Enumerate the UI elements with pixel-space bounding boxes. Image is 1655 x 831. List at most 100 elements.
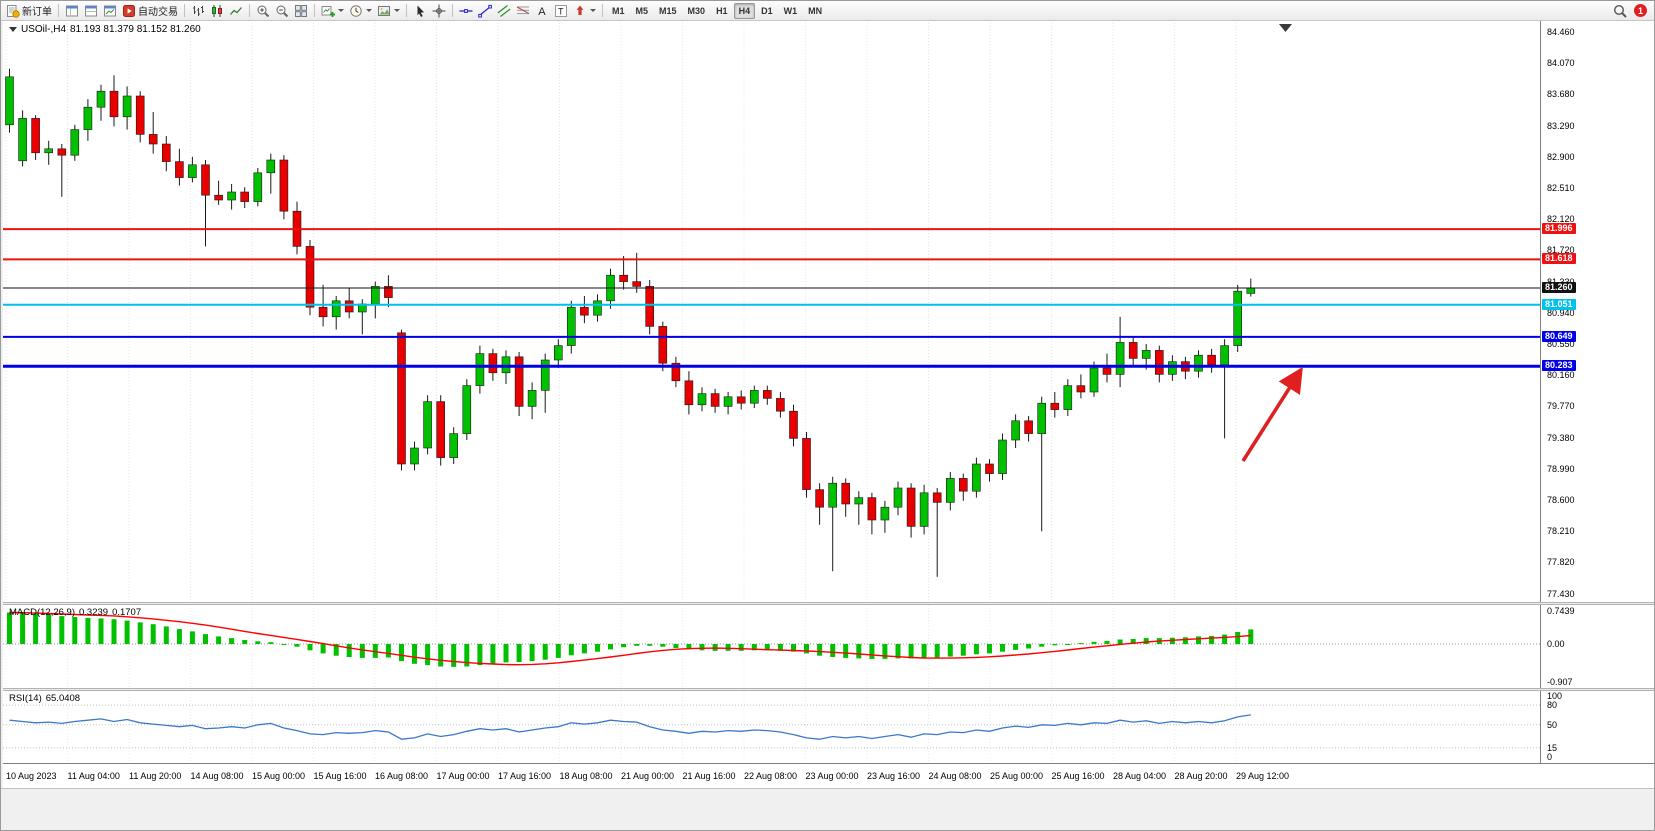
tile-icon: [294, 4, 308, 18]
timeframe-toolbar: M1 M5 M15 M30 H1 H4 D1 W1 MN: [607, 2, 827, 19]
candlestick-chart-button[interactable]: [208, 2, 226, 19]
new-chart-button[interactable]: [319, 2, 346, 19]
navigator-button[interactable]: [82, 2, 100, 19]
time-tick: 11 Aug 04:00: [67, 771, 120, 781]
new-order-button[interactable]: 新订单: [4, 2, 54, 19]
time-tick: 15 Aug 00:00: [252, 771, 306, 781]
timeframe-m30-button[interactable]: M30: [687, 5, 706, 16]
market-watch-button[interactable]: [63, 2, 81, 19]
fibo-icon: [516, 4, 530, 18]
macd-value-signal: 0.1707: [112, 607, 142, 618]
main-price-chart[interactable]: USOil-,H4 81.193 81.379 81.152 81.260: [3, 20, 1541, 602]
pane-splitter[interactable]: [3, 602, 1654, 605]
crosshair-icon: [432, 4, 446, 18]
zoom-out-button[interactable]: [273, 2, 291, 19]
rsi-tick: 0: [1547, 752, 1553, 762]
trendline-icon: [478, 4, 492, 18]
chart-ohlc-values: 81.193 81.379 81.152 81.260: [70, 24, 201, 35]
rsi-axis[interactable]: 100 80 50 15 0: [1541, 691, 1654, 763]
toolbar-separator: [452, 4, 453, 17]
bars-icon: [191, 4, 205, 18]
price-line-tag: 80.283: [1542, 360, 1576, 372]
toolbar-separator: [314, 4, 315, 17]
price-tick: 80.160: [1547, 370, 1575, 381]
price-tick: 79.770: [1547, 401, 1575, 412]
periods-button[interactable]: [347, 2, 374, 19]
price-line-tag: 81.260: [1542, 282, 1576, 293]
time-tick: 16 Aug 08:00: [375, 771, 429, 781]
timeframe-m1-button[interactable]: M1: [612, 5, 625, 16]
search-button[interactable]: [1611, 2, 1629, 19]
cursor-button[interactable]: [411, 2, 429, 19]
time-tick: 25 Aug 00:00: [990, 771, 1044, 781]
chart-symbol-period: USOil-,H4: [21, 24, 67, 35]
macd-axis[interactable]: 0.7439 0.00 -0.907: [1541, 605, 1654, 688]
timeframe-h1-button[interactable]: H1: [716, 5, 728, 16]
new-chart-icon: [321, 4, 335, 18]
time-tick: 18 Aug 08:00: [559, 771, 613, 781]
notifications-badge[interactable]: 1: [1634, 4, 1647, 17]
macd-indicator-pane[interactable]: MACD(12,26,9) 0.3239 0.1707: [3, 605, 1541, 688]
indicators-button[interactable]: [375, 2, 402, 19]
macd-tick: 0.7439: [1547, 605, 1575, 616]
chevron-down-icon[interactable]: [9, 27, 17, 32]
price-tick: 82.510: [1547, 183, 1575, 193]
toolbar-separator: [406, 4, 407, 17]
textA-icon: A: [535, 4, 549, 18]
timeframe-m5-button[interactable]: M5: [635, 5, 649, 16]
pane-splitter[interactable]: [3, 688, 1654, 691]
price-line-tag: 81.996: [1542, 223, 1576, 235]
timeframe-d1-button[interactable]: D1: [761, 5, 773, 16]
macd-value-main: 0.3239: [79, 607, 109, 618]
time-tick: 28 Aug 04:00: [1113, 771, 1167, 781]
shapes-icon: [573, 4, 587, 18]
price-tick: 78.600: [1547, 495, 1575, 505]
price-tick: 78.990: [1547, 463, 1575, 474]
toolbar-separator: [249, 4, 250, 17]
trendline-button[interactable]: [476, 2, 494, 19]
price-line-tag: 80.649: [1542, 330, 1576, 342]
macd-chart: [3, 605, 1540, 688]
window-icon: [65, 4, 79, 18]
equidistant-channel-button[interactable]: [495, 2, 513, 19]
time-tick: 21 Aug 16:00: [682, 771, 736, 781]
line-chart-button[interactable]: [227, 2, 245, 19]
macd-title: MACD(12,26,9): [9, 607, 75, 618]
rsi-indicator-pane[interactable]: RSI(14) 65.0408: [3, 691, 1541, 763]
text-label-button[interactable]: T: [552, 2, 570, 19]
chevron-down-icon: [366, 9, 372, 12]
price-tick: 82.120: [1547, 214, 1575, 225]
timeframe-mn-button[interactable]: MN: [808, 5, 823, 16]
timeframe-m15-button[interactable]: M15: [659, 5, 677, 16]
time-tick: 22 Aug 08:00: [744, 771, 798, 781]
rsi-tick: 15: [1547, 742, 1558, 753]
text-button[interactable]: A: [533, 2, 551, 19]
time-tick: 29 Aug 12:00: [1236, 771, 1290, 781]
price-tick: 79.380: [1547, 432, 1575, 443]
price-tick: 82.900: [1547, 151, 1575, 162]
price-line-tag: 81.618: [1542, 253, 1576, 265]
zoom-in-button[interactable]: [254, 2, 272, 19]
macd-header: MACD(12,26,9) 0.3239 0.1707: [9, 607, 141, 618]
time-tick: 14 Aug 08:00: [190, 771, 244, 781]
autotrade-button[interactable]: 自动交易: [120, 2, 180, 19]
horizontal-line-button[interactable]: [457, 2, 475, 19]
toolbar-separator: [58, 4, 59, 17]
time-axis[interactable]: 10 Aug 2023 11 Aug 04:00 11 Aug 20:00 14 Au…: [3, 763, 1654, 789]
rsi-chart: [3, 691, 1540, 763]
zoom-in-icon: [256, 4, 270, 18]
fibonacci-button[interactable]: [514, 2, 532, 19]
tile-windows-button[interactable]: [292, 2, 310, 19]
price-axis[interactable]: 84.460 84.070 83.680 83.290 82.900 82.510 82.1…: [1541, 20, 1654, 602]
timeframe-w1-button[interactable]: W1: [783, 5, 798, 16]
bar-chart-button[interactable]: [189, 2, 207, 19]
terminal-button[interactable]: [101, 2, 119, 19]
new-order-button-label: 新订单: [22, 7, 52, 18]
arrows-button[interactable]: [571, 2, 598, 19]
timeframe-h4-button[interactable]: H4: [733, 2, 756, 19]
clock-icon: [349, 4, 363, 18]
price-tick: 83.290: [1547, 120, 1575, 131]
crosshair-button[interactable]: [430, 2, 448, 19]
svg-text:A: A: [538, 6, 546, 18]
